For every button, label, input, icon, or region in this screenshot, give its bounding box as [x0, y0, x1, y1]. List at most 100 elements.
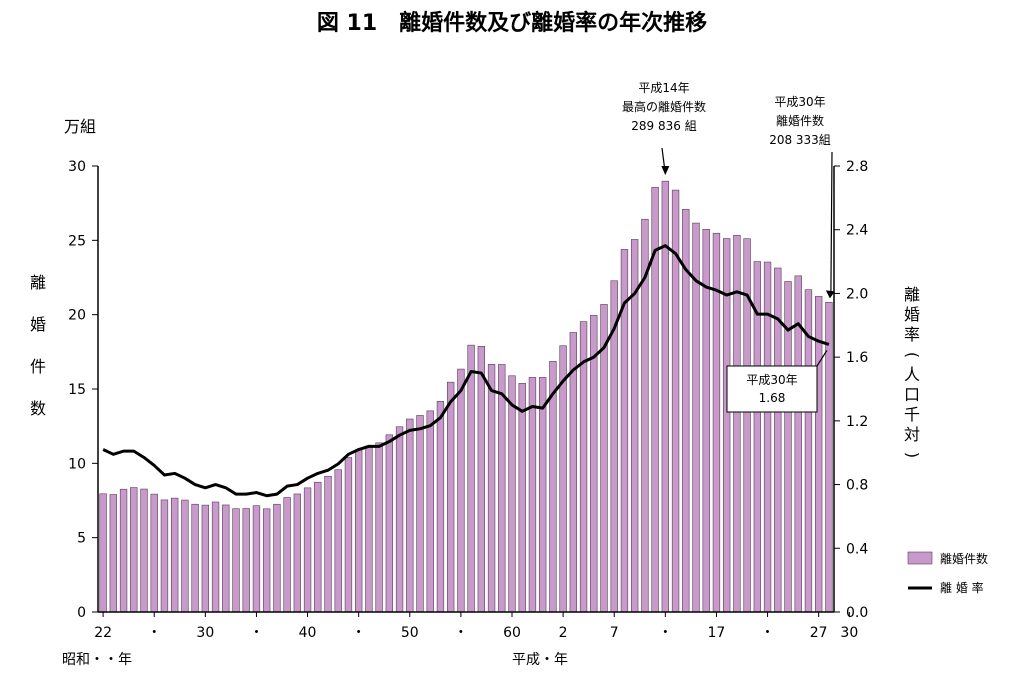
x-tick-label: 30	[196, 625, 214, 641]
right-axis-label-char: 人	[904, 365, 920, 384]
x-tick-label: 22	[94, 625, 112, 641]
divorce-count-bar	[538, 377, 547, 613]
peak-annotation-text: 平成14年	[638, 81, 689, 95]
x-tick-label: ・	[352, 625, 366, 641]
divorce-count-bar	[365, 445, 373, 613]
rate-annotation-arrow	[816, 350, 828, 367]
x-tick-label: 50	[401, 625, 419, 641]
left-axis-label-char: 数	[30, 399, 46, 418]
divorce-count-bar	[252, 505, 261, 613]
left-tick-label: 20	[68, 308, 86, 324]
right-tick-label: 0.8	[846, 478, 868, 494]
right-tick-label: 0.4	[846, 541, 868, 557]
left-axis-label-char: 離	[30, 273, 46, 292]
divorce-count-bar	[814, 296, 823, 613]
divorce-count-bar	[477, 346, 486, 613]
right-axis-label-char: 口	[904, 385, 920, 404]
right-tick-label: 1.6	[846, 350, 868, 366]
right-tick-label: 2.0	[846, 286, 868, 302]
showa-era-label: 昭和・・年	[62, 652, 132, 668]
right-axis-label-char: (	[903, 352, 922, 358]
chart-title-group: 図 11 離婚件数及び離婚率の年次推移	[317, 10, 707, 36]
divorce-count-bar	[211, 501, 220, 613]
left-tick-label: 30	[68, 159, 86, 175]
heisei-era-label: 平成・年	[512, 652, 568, 668]
divorce-count-bar	[191, 503, 199, 613]
divorce-count-bar	[242, 508, 250, 613]
divorce-count-bar	[498, 364, 506, 613]
left-axis-label-char: 婚	[30, 315, 46, 334]
divorce-count-bar	[446, 381, 455, 613]
divorce-count-bar	[160, 499, 169, 613]
divorce-count-bar	[344, 457, 353, 613]
divorce-count-bar	[467, 344, 475, 613]
latest-arrow-head	[825, 290, 835, 299]
peak-arrow-head	[661, 166, 670, 175]
left-axis-unit: 万組	[64, 117, 96, 136]
peak-annotation-text: 最高の離婚件数	[622, 99, 706, 114]
divorce-rate-line	[102, 244, 830, 498]
x-tick-label: 30	[840, 625, 858, 641]
right-tick-label: 2.8	[846, 159, 868, 175]
right-axis-label-char: 婚	[904, 305, 920, 324]
divorce-count-bar	[324, 475, 332, 613]
right-axis-label-char: )	[903, 452, 922, 458]
x-tick-label: ・	[454, 625, 468, 641]
divorce-count-bar	[314, 481, 322, 613]
x-tick-label: 2	[559, 625, 568, 641]
x-tick-label: 27	[810, 625, 828, 641]
divorce-count-bar	[334, 469, 342, 613]
rate-annotation-text: 平成30年	[746, 373, 797, 387]
x-tick-label: 40	[299, 625, 317, 641]
right-tick-label: 0.0	[846, 605, 868, 621]
divorce-count-bar	[354, 449, 363, 613]
divorce-count-bar	[426, 410, 434, 613]
x-tick-label: 60	[503, 625, 521, 641]
latest-annotation-text: 208 333組	[769, 133, 831, 147]
right-axis-label-char: 離	[904, 285, 920, 304]
divorce-count-bar	[181, 499, 189, 613]
right-axis-label-char: 千	[904, 405, 920, 424]
left-tick-label: 5	[77, 531, 86, 547]
legend-line-label: 離 婚 率	[940, 580, 984, 595]
divorce-count-bar	[518, 383, 526, 613]
chart-title: 図 11 離婚件数及び離婚率の年次推移	[317, 10, 707, 36]
divorce-count-bar	[436, 401, 445, 613]
left-tick-label: 10	[68, 456, 86, 472]
divorce-count-bar	[416, 415, 424, 613]
divorce-count-bar	[283, 497, 291, 613]
divorce-count-bar	[140, 488, 148, 613]
divorce-count-bar	[385, 434, 394, 613]
right-axis-label-char: 率	[904, 325, 920, 344]
divorce-count-bar	[150, 493, 158, 613]
divorce-count-bar	[99, 493, 107, 613]
divorce-count-bar	[109, 494, 118, 613]
left-axis-label-char: 件	[30, 357, 46, 376]
divorce-count-bar	[293, 493, 302, 613]
rate-annotation-text: 1.68	[759, 391, 786, 405]
right-tick-label: 2.4	[846, 223, 868, 239]
divorce-count-bar	[487, 364, 496, 613]
divorce-count-bar	[395, 426, 404, 613]
divorce-count-bar	[170, 497, 179, 613]
x-tick-label: ・	[249, 625, 263, 641]
x-tick-label: ・	[658, 625, 672, 641]
axes-group: 0 5 10 15 20 25 30 0.0 0.4 0.8 1.2 1.6 2.0 2.4 2.8 22 ・ 3…	[68, 159, 868, 641]
right-tick-label: 1.2	[846, 414, 868, 430]
left-tick-label: 25	[68, 233, 86, 249]
divorce-count-bar	[825, 302, 833, 613]
rate-annotation-box	[726, 365, 818, 413]
x-tick-label: 7	[610, 625, 619, 641]
legend-bar-label: 離婚件数	[940, 551, 988, 566]
left-tick-label: 0	[77, 605, 86, 621]
latest-annotation-text: 平成30年	[774, 95, 825, 109]
right-axis-label-char: 対	[904, 425, 920, 444]
divorce-count-bar	[262, 508, 271, 613]
divorce-count-bar	[201, 504, 210, 613]
peak-annotation-text: 289 836 組	[631, 119, 696, 133]
divorce-count-bar	[528, 377, 537, 613]
